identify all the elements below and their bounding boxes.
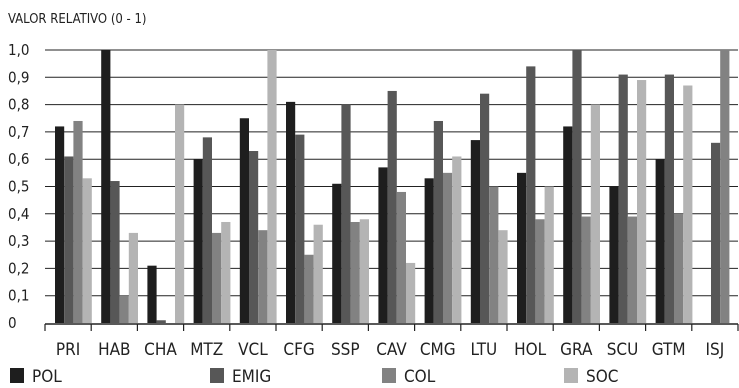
bar-emig-gtm (664, 74, 674, 323)
bar-emig-cmg (433, 120, 443, 323)
y-tick-label: 0,6 (8, 150, 29, 168)
bars (55, 50, 730, 324)
bar-col-cmg (443, 172, 453, 323)
bar-pol-ssp (332, 183, 342, 323)
x-tick-label: ISJ (706, 340, 725, 360)
bar-pol-ltu (470, 140, 480, 323)
bar-soc-cfg (313, 224, 323, 323)
legend-label: SOC (586, 367, 618, 387)
bar-pol-cav (378, 167, 388, 323)
bar-col-scu (627, 216, 637, 323)
bar-pol-gra (563, 126, 573, 323)
legend-label: EMIG (232, 367, 271, 387)
bar-emig-isj (711, 142, 721, 323)
x-tick-label: PRI (56, 340, 80, 360)
bar-col-gra (581, 216, 591, 323)
y-tick-label: 0,9 (8, 68, 29, 86)
bar-col-vcl (258, 230, 268, 323)
y-tick-label: 1,0 (8, 41, 29, 59)
bar-col-ssp (350, 221, 360, 323)
bar-emig-vcl (249, 151, 259, 323)
legend-label: COL (404, 367, 436, 387)
x-tick-label: SSP (331, 340, 360, 360)
bar-soc-mtz (221, 221, 231, 323)
legend-label: POL (32, 367, 62, 387)
bar-soc-cha (175, 104, 185, 323)
bar-emig-cha (156, 320, 166, 323)
x-tick-label: HAB (98, 340, 130, 360)
y-tick-label: 0,4 (8, 205, 29, 223)
bar-pol-hab (101, 50, 111, 323)
bar-col-ltu (489, 186, 499, 323)
x-tick-label: CAV (376, 340, 407, 360)
y-tick-label: 0,2 (8, 259, 29, 277)
legend-swatch (210, 368, 224, 383)
bar-soc-hab (128, 232, 138, 323)
bar-pol-mtz (193, 159, 203, 323)
bar-pol-cha (147, 265, 157, 323)
bar-col-cfg (304, 254, 314, 323)
bar-pol-hol (517, 172, 527, 323)
bar-emig-scu (618, 74, 628, 323)
bar-emig-cav (387, 90, 397, 323)
x-tick-label: GRA (560, 340, 593, 360)
bar-soc-hol (544, 186, 554, 323)
legend-swatch (10, 368, 24, 383)
x-tick-label: MTZ (190, 340, 223, 360)
bar-pol-cfg (286, 101, 296, 324)
bar-pol-scu (609, 186, 619, 323)
bar-emig-hol (526, 66, 536, 323)
bar-pol-pri (55, 126, 65, 323)
x-tick-label: LTU (471, 340, 498, 360)
bar-soc-cmg (452, 156, 462, 323)
bar-pol-cmg (424, 178, 434, 323)
bar-col-gtm (674, 213, 684, 323)
y-tick-label: 0,8 (8, 96, 29, 114)
x-tick-label: SCU (607, 340, 639, 360)
x-tick-label: VCL (238, 340, 268, 360)
x-tick-label: CMG (420, 340, 456, 360)
bar-soc-gra (590, 104, 600, 323)
x-tick-labels: PRI HAB CHA MTZ VCL CFG SSP CAV CMG LTU HOL GRA SCU G… (56, 340, 724, 360)
bar-emig-pri (64, 156, 74, 323)
y-tick-labels: 0 0,1 0,2 0,3 0,4 0,5 0,6 0,7 0,8 0,9 1,0 (8, 41, 29, 332)
bar-soc-pri (82, 178, 92, 323)
x-tick-label: GTM (652, 340, 686, 360)
bar-emig-hab (110, 181, 120, 323)
bar-pol-vcl (239, 118, 249, 323)
bar-soc-gtm (683, 85, 693, 324)
bar-emig-ssp (341, 104, 351, 323)
x-tick-label: HOL (514, 340, 547, 360)
bar-emig-gra (572, 50, 582, 323)
y-tick-label: 0,3 (8, 232, 29, 250)
bar-emig-ltu (480, 93, 490, 324)
bar-col-isj (720, 50, 730, 323)
bar-soc-ssp (359, 219, 369, 323)
bar-emig-cfg (295, 134, 305, 323)
y-tick-label: 0,1 (8, 287, 29, 305)
legend: POL EMIG COL SOC (10, 367, 618, 387)
legend-swatch (382, 368, 396, 383)
y-tick-label: 0,7 (8, 123, 29, 141)
x-tick-label: CHA (144, 340, 177, 360)
bar-soc-vcl (267, 50, 277, 323)
y-axis-title: VALOR RELATIVO (0 - 1) (8, 12, 147, 27)
bar-soc-cav (406, 262, 416, 323)
bar-col-cav (396, 191, 406, 323)
bar-col-hol (535, 219, 545, 323)
bar-emig-mtz (202, 137, 212, 323)
x-tick-label: CFG (283, 340, 314, 360)
axes (44, 323, 739, 331)
bar-soc-ltu (498, 230, 508, 323)
bar-col-pri (73, 120, 83, 323)
bar-col-hab (119, 295, 129, 323)
y-tick-label: 0 (8, 314, 17, 332)
bar-col-mtz (212, 232, 222, 323)
legend-swatch (564, 368, 578, 383)
bar-pol-gtm (655, 159, 665, 323)
y-tick-label: 0,5 (8, 178, 29, 196)
bar-soc-scu (637, 80, 647, 323)
